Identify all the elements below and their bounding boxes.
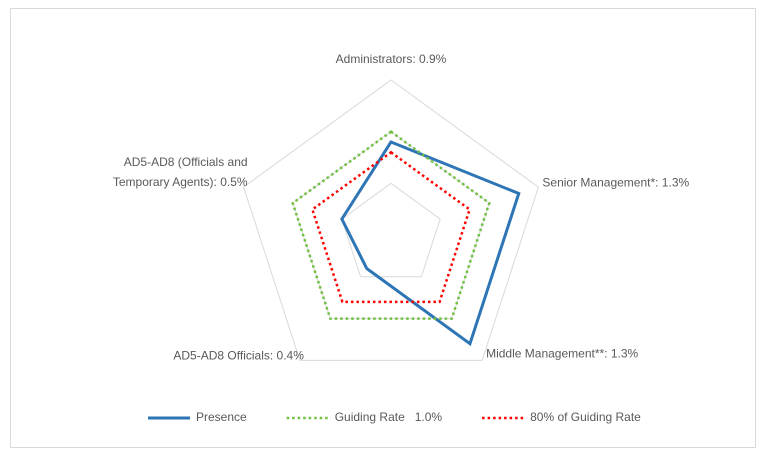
legend-label: Guiding Rate 1.0% [335, 410, 443, 424]
series-line [340, 140, 521, 347]
series-line [310, 150, 472, 304]
legend-label: Presence [196, 410, 247, 424]
category-label: Senior Management*: 1.3% [542, 175, 689, 189]
category-label: AD5-AD8 Officials: 0.4% [173, 349, 304, 363]
category-label: Administrators: 0.9% [336, 52, 447, 66]
category-label: AD5-AD8 (Officials and Temporary Agents):… [113, 155, 248, 189]
series-line [291, 130, 491, 320]
legend-label: 80% of Guiding Rate [530, 410, 641, 424]
grid-ring [341, 182, 441, 278]
category-label: Middle Management**: 1.3% [486, 347, 638, 361]
grid-ring [242, 79, 540, 361]
chart-border [10, 8, 756, 448]
